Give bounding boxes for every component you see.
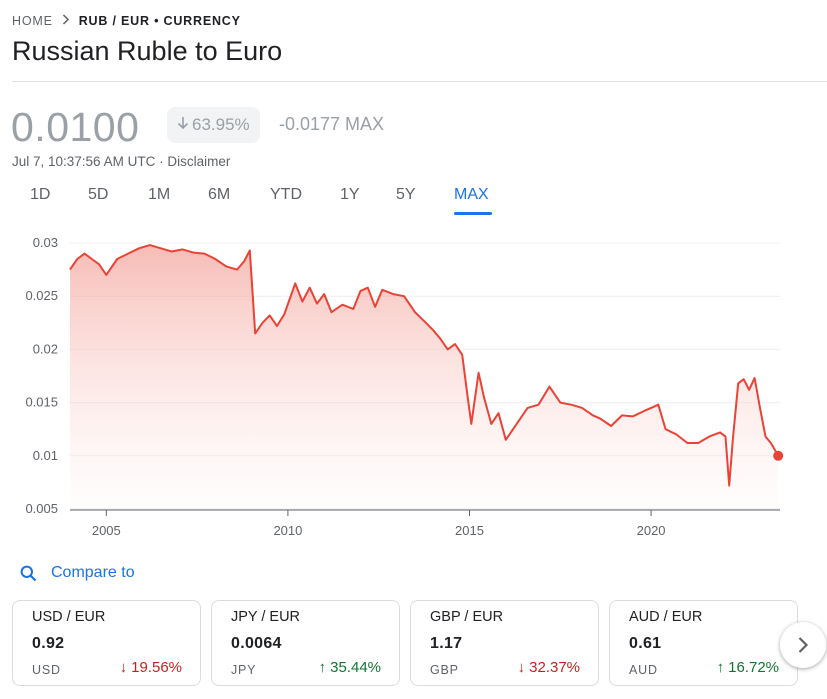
arrow-down-icon: ↓	[517, 659, 526, 676]
card-change-value: 32.37%	[529, 659, 580, 676]
price-area-fill	[70, 245, 779, 509]
x-axis: 2005 2010 2015 2020	[92, 510, 666, 538]
card-change: ↓ 19.56%	[120, 659, 182, 676]
card-code: AUD	[629, 663, 658, 677]
compare-to-button[interactable]: Compare to	[20, 564, 135, 582]
timestamp: Jul 7, 10:37:56 AM UTC · Disclaimer	[12, 154, 231, 169]
card-value: 1.17	[430, 635, 463, 652]
card-change: ↑ 16.72%	[717, 659, 779, 676]
card-code: USD	[32, 663, 61, 677]
x-tick-label: 2015	[455, 523, 484, 538]
y-tick-label: 0.025	[25, 288, 58, 303]
card-value: 0.61	[629, 635, 662, 652]
change-absolute: -0.0177 MAX	[279, 114, 385, 134]
compare-card-gbp[interactable]: GBP / EUR 1.17 GBP ↓ 32.37%	[410, 600, 599, 686]
breadcrumb-home[interactable]: HOME	[12, 13, 53, 28]
chevron-right-icon	[62, 13, 70, 28]
card-code: GBP	[430, 663, 459, 677]
y-tick-label: 0.03	[33, 235, 58, 250]
tab-5d[interactable]: 5D	[88, 186, 109, 203]
arrow-down-icon	[177, 116, 189, 135]
compare-card-aud[interactable]: AUD / EUR 0.61 AUD ↑ 16.72%	[609, 600, 798, 686]
y-tick-label: 0.005	[25, 501, 58, 516]
change-percent-badge: 63.95%	[167, 107, 260, 143]
card-change-value: 35.44%	[330, 659, 381, 676]
next-cards-button[interactable]	[780, 622, 826, 668]
active-tab-indicator	[454, 212, 492, 215]
tab-1m[interactable]: 1M	[148, 186, 171, 203]
divider	[12, 81, 827, 82]
breadcrumb-current: RUB / EUR • CURRENCY	[78, 13, 241, 28]
y-tick-label: 0.015	[25, 395, 58, 410]
chevron-right-icon	[798, 637, 809, 653]
price-chart[interactable]: 0.005 0.01 0.015 0.02 0.025 0.03 2005 2010 2015…	[0, 225, 800, 545]
compare-card-jpy[interactable]: JPY / EUR 0.0064 JPY ↑ 35.44%	[211, 600, 400, 686]
tab-ytd[interactable]: YTD	[270, 186, 302, 203]
y-tick-label: 0.02	[33, 341, 58, 356]
card-value: 0.92	[32, 635, 65, 652]
page-title: Russian Ruble to Euro	[12, 36, 283, 66]
price-line	[69, 244, 780, 487]
card-code: JPY	[231, 663, 257, 677]
y-axis: 0.005 0.01 0.015 0.02 0.025 0.03	[25, 235, 58, 516]
search-icon	[20, 565, 37, 581]
card-pair: AUD / EUR	[629, 609, 703, 625]
last-price-dot	[773, 450, 784, 461]
card-change-value: 19.56%	[131, 659, 182, 676]
tab-max[interactable]: MAX	[454, 186, 489, 203]
compare-card-usd[interactable]: USD / EUR 0.92 USD ↓ 19.56%	[12, 600, 201, 686]
card-change: ↓ 32.37%	[518, 659, 580, 676]
arrow-up-icon: ↑	[318, 659, 327, 676]
card-change-value: 16.72%	[728, 659, 779, 676]
price-value: 0.0100	[11, 104, 140, 150]
card-pair: GBP / EUR	[430, 609, 504, 625]
x-tick-label: 2020	[637, 523, 666, 538]
tab-1y[interactable]: 1Y	[340, 186, 360, 203]
x-tick-label: 2005	[92, 523, 121, 538]
compare-to-label: Compare to	[51, 564, 135, 581]
x-tick-label: 2010	[273, 523, 302, 538]
card-change: ↑ 35.44%	[319, 659, 381, 676]
card-pair: USD / EUR	[32, 609, 106, 625]
arrow-down-icon: ↓	[119, 659, 128, 676]
arrow-up-icon: ↑	[716, 659, 725, 676]
y-tick-label: 0.01	[33, 448, 58, 463]
tab-5y[interactable]: 5Y	[396, 186, 416, 203]
tab-6m[interactable]: 6M	[208, 186, 231, 203]
card-value: 0.0064	[231, 635, 282, 652]
tab-1d[interactable]: 1D	[30, 186, 51, 203]
change-percent: 63.95%	[192, 115, 250, 134]
breadcrumb: HOME RUB / EUR • CURRENCY	[12, 13, 241, 28]
card-pair: JPY / EUR	[231, 609, 301, 625]
